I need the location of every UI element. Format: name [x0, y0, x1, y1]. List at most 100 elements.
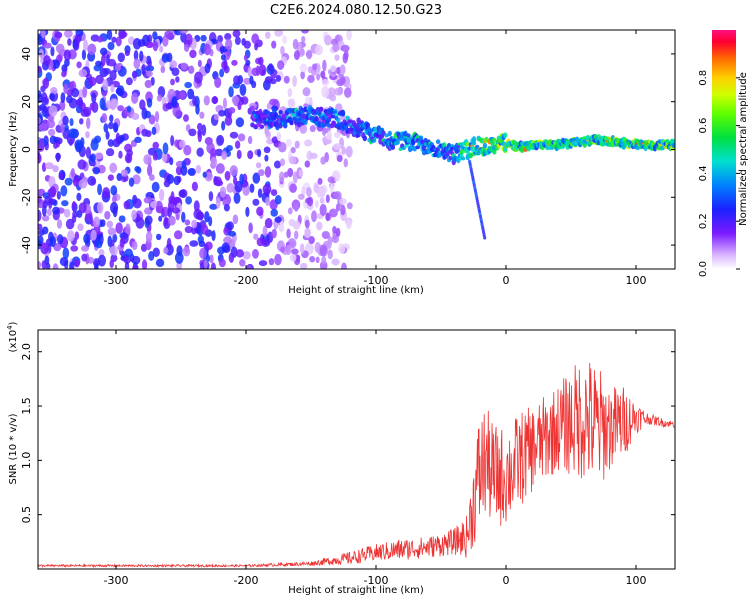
spectrogram-cell — [221, 120, 226, 131]
spectrogram-cell — [311, 63, 318, 71]
spectrogram-cell — [163, 180, 171, 188]
spectrogram-cell — [41, 260, 47, 269]
spectrogram-cell — [170, 78, 175, 86]
spectrogram-cell — [56, 219, 63, 229]
spectrogram-cell — [204, 211, 210, 223]
spectrogram-cell — [243, 54, 248, 62]
spectrogram-cell — [132, 38, 142, 50]
spectrogram-cell — [325, 212, 330, 222]
spectrogram-cell — [232, 214, 239, 225]
spectrogram-cell — [81, 245, 90, 252]
spectrogram-cell — [96, 36, 104, 43]
spectrogram-cell — [346, 219, 352, 230]
spectrogram-cell — [252, 172, 261, 184]
colorbar-tick-label: 0.0 — [698, 261, 709, 277]
spectrogram-cell — [215, 163, 225, 174]
spectrogram-cell — [257, 169, 265, 177]
spectrogram-cell — [83, 233, 90, 244]
spectrogram-cell — [239, 259, 246, 267]
spectrogram-cell — [63, 49, 72, 61]
spectrogram-cell — [132, 198, 142, 209]
spectrogram-cell — [340, 44, 350, 52]
spectrogram-cell — [107, 58, 116, 67]
spectrogram-cell — [183, 144, 192, 156]
spectrogram-cell — [155, 200, 163, 213]
spectrogram-cell — [103, 123, 109, 133]
spectrogram-cell — [145, 215, 153, 225]
spectrogram-cell — [226, 221, 234, 231]
spectrogram-cell — [185, 124, 191, 132]
spectrogram-cell — [345, 145, 353, 158]
spectrogram-cell — [66, 95, 73, 104]
spectrogram-cell — [285, 244, 292, 256]
spectrogram-cell — [133, 58, 141, 69]
spectrogram-cell — [105, 100, 112, 110]
spectrogram-cell — [48, 128, 56, 137]
spectrogram-cell — [319, 203, 327, 216]
spectrogram-signal-cell — [418, 135, 424, 141]
spectrogram-cell — [59, 256, 69, 267]
spectrogram-cell — [291, 248, 299, 255]
spectrogram-cell — [196, 122, 203, 131]
spectrogram-cell — [106, 30, 113, 41]
colorbar-tick-label: 0.6 — [698, 118, 709, 134]
spectrogram-cell — [160, 65, 166, 74]
spectrogram-cell — [329, 94, 337, 102]
spectrogram-cell — [311, 210, 317, 223]
spectrogram-cell — [44, 162, 54, 170]
spectrogram-cell — [197, 59, 202, 68]
spectrogram-signal-cell — [278, 110, 283, 115]
spectrogram-cell — [268, 63, 274, 72]
spectrogram-cell — [168, 215, 176, 226]
spectrogram-cell — [102, 187, 111, 199]
spectrogram-signal-cell — [371, 138, 377, 143]
spectrogram-cell — [74, 231, 80, 240]
spectrogram-cell — [319, 197, 325, 204]
spectrogram-cell — [45, 262, 51, 269]
snr-frame — [37, 329, 676, 570]
spectrogram-cell — [289, 253, 297, 262]
spectrogram-cell — [173, 230, 183, 240]
spectrogram-cell — [222, 97, 228, 110]
spectrogram-cell — [247, 264, 252, 269]
spectrogram-cell — [182, 246, 191, 257]
spectrogram-cell — [293, 50, 300, 61]
spectrogram-cell — [152, 247, 160, 258]
spectrogram-cell — [245, 59, 251, 66]
spectrogram-cell — [62, 247, 70, 260]
spectrogram-cell — [329, 184, 335, 194]
spectrogram-cell — [242, 251, 251, 260]
spectrogram-cell — [216, 134, 225, 146]
snr-series-line — [38, 362, 675, 569]
spectrogram-cell — [233, 75, 241, 85]
spectrogram-cell — [40, 242, 49, 249]
spectrogram-cell — [170, 135, 175, 147]
spectrogram-cell — [204, 241, 213, 251]
spectrogram-cell — [117, 52, 125, 63]
spectrogram-cell — [209, 148, 217, 157]
spectrogram-cell — [151, 126, 157, 136]
spectrogram-cell — [219, 186, 227, 198]
spectrogram-cell — [77, 159, 87, 170]
spectrogram-cell — [119, 237, 125, 248]
spectrogram-cell — [220, 54, 226, 61]
spectrogram-cell — [109, 259, 114, 269]
spectrogram-cell — [125, 77, 133, 86]
spectrogram-cell — [88, 76, 97, 87]
spectrogram-cell — [278, 171, 285, 182]
spectrogram-cell — [235, 117, 245, 128]
spectrogram-signal-cell — [435, 139, 441, 145]
spectrogram-cell — [82, 86, 88, 98]
spectrogram-cell — [133, 50, 139, 61]
spectrogram-cell — [148, 174, 155, 181]
spectrogram-cell — [148, 114, 156, 125]
spectrogram-cell — [305, 96, 311, 105]
spectrogram-cell — [50, 46, 55, 57]
spectrogram-cell — [60, 123, 65, 134]
spectrogram-cell — [251, 248, 259, 259]
spectrogram-cell — [228, 252, 235, 263]
spectrogram-cell — [231, 59, 238, 66]
spectrogram-x-label: Height of straight line (km) — [288, 285, 424, 296]
spectrogram-cell — [158, 215, 163, 222]
